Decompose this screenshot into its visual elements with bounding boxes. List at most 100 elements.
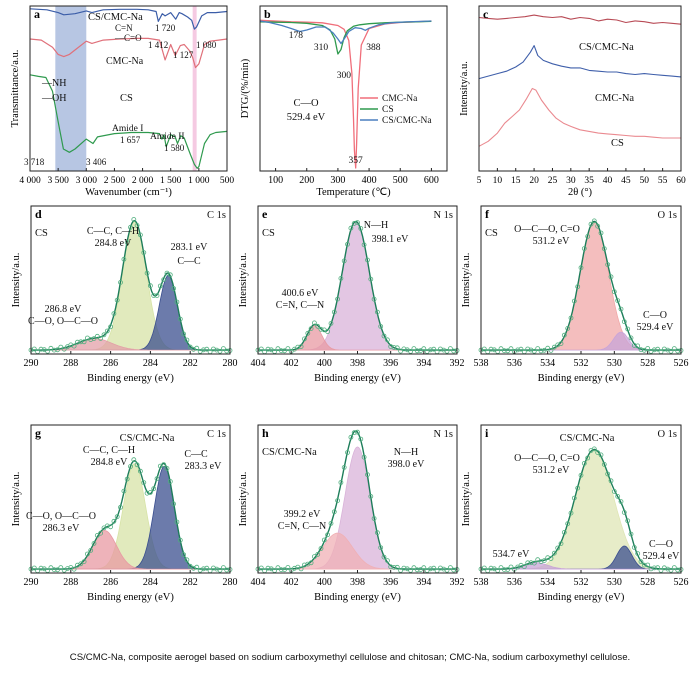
y-axis-label-d: Intensity/a.u. [11, 253, 22, 308]
data-point-i [638, 559, 644, 565]
y-axis-label-a: Transmittance/a.u. [10, 50, 21, 128]
y-axis-label-h: Intensity/a.u. [238, 472, 249, 527]
data-point-i [565, 521, 571, 527]
x-tick-label-i: 538 [474, 577, 489, 588]
data-point-h [358, 436, 364, 442]
data-point-g [141, 480, 147, 486]
data-point-e [444, 348, 450, 354]
y-axis-label-g: Intensity/a.u. [11, 472, 22, 527]
data-point-h [325, 532, 331, 538]
x-tick-label-h: 398 [350, 577, 365, 588]
data-point-g [217, 567, 223, 573]
data-point-e [411, 346, 417, 352]
data-point-e [315, 323, 321, 329]
data-point-i [481, 565, 487, 571]
data-point-d [201, 347, 206, 353]
data-point-e [431, 346, 437, 352]
annotation-e: 398.1 eV [372, 234, 409, 245]
data-point-g [71, 566, 77, 572]
data-point-g [128, 464, 133, 469]
data-point-h [371, 516, 377, 521]
x-tick-label-c: 30 [566, 176, 576, 186]
data-point-e [428, 347, 433, 353]
data-point-g [104, 523, 110, 529]
data-point-d [131, 217, 137, 222]
x-tick-label-e: 398 [350, 358, 365, 369]
panel-label-e: e [262, 207, 268, 221]
data-point-f [611, 289, 617, 295]
data-point-f [535, 346, 541, 352]
annotation-a: 1 080 [196, 40, 217, 50]
annotation-e: N—H [364, 220, 388, 231]
annotation-c: CMC-Na [595, 93, 634, 104]
data-point-d [161, 277, 167, 283]
data-point-i [528, 560, 534, 566]
plot-frame-c [478, 5, 682, 172]
data-point-d [104, 328, 110, 334]
data-point-h [361, 454, 367, 460]
y-axis-label-i: Intensity/a.u. [461, 472, 472, 527]
series-line-b [259, 20, 432, 55]
x-tick-label-i: 530 [607, 577, 622, 588]
x-tick-label-a: 4 000 [19, 176, 41, 186]
data-point-i [538, 559, 544, 564]
data-point-d [181, 331, 187, 337]
data-point-f [551, 344, 557, 350]
data-point-f [655, 346, 661, 352]
data-point-e [355, 220, 360, 226]
data-point-g [88, 548, 94, 553]
x-tick-label-d: 290 [24, 358, 39, 369]
data-point-d [167, 272, 173, 278]
data-point-f [481, 346, 487, 352]
data-point-h [378, 545, 384, 550]
data-point-d [217, 348, 223, 354]
data-point-g [220, 565, 226, 570]
annotation-d: C—O, O—C—O [28, 316, 98, 327]
data-point-g [121, 488, 127, 494]
data-point-f [545, 345, 551, 351]
x-tick-label-b: 200 [299, 175, 314, 186]
panel-label-h: h [262, 426, 269, 440]
x-tick-label-g: 286 [103, 577, 118, 588]
data-point-i [571, 495, 577, 501]
data-point-h [328, 521, 334, 526]
data-point-g [184, 557, 190, 563]
data-point-d [137, 232, 143, 238]
annotation-b: 529.4 eV [287, 112, 326, 123]
data-point-f [598, 230, 604, 236]
data-point-g [177, 537, 183, 543]
annotation-a: 1 720 [155, 23, 176, 33]
annotation-g: CS/CMC-Na [120, 433, 175, 444]
y-axis-label-f: Intensity/a.u. [461, 253, 472, 308]
fit-peak-e [258, 221, 457, 351]
data-point-d [118, 279, 123, 285]
annotation-d: C 1s [207, 210, 226, 221]
x-tick-label-f: 536 [507, 358, 522, 369]
data-point-h [278, 567, 284, 573]
annotation-g: C—C [184, 449, 208, 460]
data-point-i [658, 568, 664, 573]
data-point-e [348, 225, 354, 231]
data-point-i [488, 565, 494, 571]
data-point-d [108, 324, 113, 330]
data-point-h [374, 530, 380, 536]
x-tick-label-i: 526 [674, 577, 689, 588]
annotation-i: 529.4 eV [643, 551, 680, 562]
series-line-a [29, 8, 228, 30]
x-tick-label-a: 1 500 [160, 176, 182, 186]
data-point-d [94, 333, 100, 339]
data-point-f [561, 332, 567, 338]
data-point-e [278, 348, 284, 354]
x-tick-label-i: 528 [640, 577, 655, 588]
x-tick-label-e: 392 [450, 358, 465, 369]
annotation-a: 3 718 [24, 157, 45, 167]
data-point-g [38, 565, 44, 571]
data-point-d [71, 343, 77, 349]
annotation-f: CS [485, 228, 498, 239]
data-point-d [111, 311, 117, 317]
data-point-h [315, 552, 321, 557]
data-point-e [328, 320, 334, 326]
x-axis-label-h: Binding energy (eV) [314, 592, 401, 603]
x-tick-label-b: 100 [268, 175, 283, 186]
data-point-f [538, 348, 544, 354]
